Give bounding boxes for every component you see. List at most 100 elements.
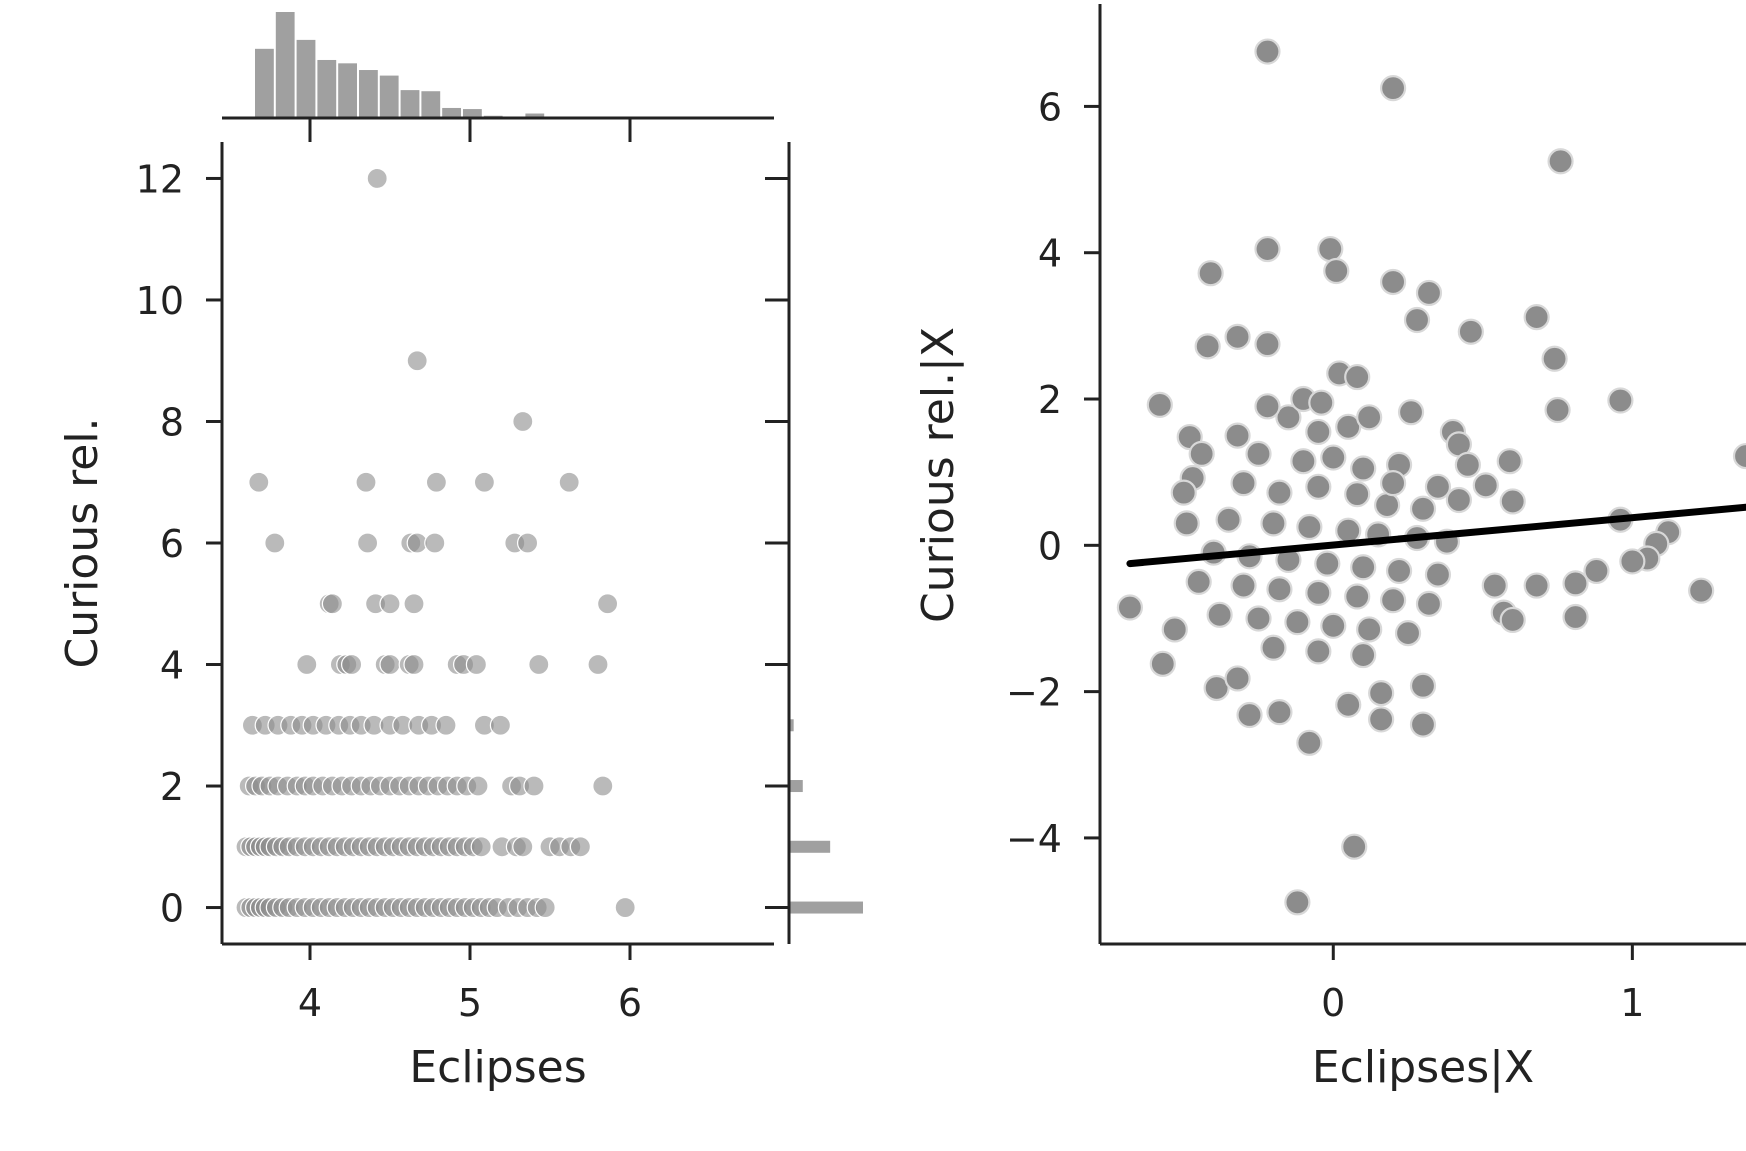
right-scatter-point — [1397, 399, 1425, 426]
right-y-tick-label: 4 — [1038, 232, 1062, 276]
right-scatter-point — [1445, 486, 1472, 514]
left-y-tick-label: 2 — [160, 765, 184, 809]
left-y-tick-label: 0 — [160, 887, 184, 931]
right-scatter-point — [1116, 594, 1144, 621]
left-scatter-point — [489, 714, 511, 736]
left-scatter-point — [512, 836, 534, 858]
right-scatter-point — [1254, 235, 1281, 263]
right-scatter-point — [1146, 391, 1173, 418]
right-scatter-point — [1541, 345, 1568, 372]
left-y-tick-label: 8 — [160, 400, 184, 444]
right-x-tick-label: 0 — [1321, 981, 1345, 1025]
marginal-x-bar — [338, 63, 357, 118]
left-x-tick-label: 6 — [618, 981, 642, 1025]
right-scatter-point — [1496, 448, 1523, 475]
right-scatter-point — [1409, 495, 1437, 522]
right-scatter-point — [1472, 472, 1499, 499]
right-scatter-point — [1245, 440, 1272, 467]
right-scatter-point — [1379, 75, 1407, 102]
left-scatter-point — [534, 896, 556, 919]
left-scatter-point — [512, 410, 534, 433]
marginal-x-bar — [275, 12, 295, 118]
right-scatter-point — [1236, 701, 1263, 729]
left-scatter-point — [424, 532, 446, 554]
left-scatter-point — [587, 653, 609, 676]
marginal-x-bar — [255, 48, 274, 118]
right-scatter-point — [1305, 579, 1332, 606]
marginal-x-bar — [379, 75, 399, 118]
marginal-y-bar — [790, 719, 794, 732]
marginal-x-histogram — [255, 12, 545, 118]
regression-line — [1126, 503, 1746, 568]
right-scatter-point — [1296, 729, 1323, 756]
left-y-tick-label: 6 — [160, 522, 184, 566]
right-scatter-point — [1481, 572, 1508, 599]
right-scatter-point — [1173, 510, 1200, 537]
right-scatter-point — [1732, 442, 1746, 470]
marginal-y-bar — [790, 840, 831, 853]
marginal-y-bar — [790, 901, 863, 914]
right-scatter-point — [1454, 451, 1481, 478]
right-scatter-point — [1409, 672, 1437, 699]
right-scatter-point — [1260, 634, 1287, 661]
right-scatter-point — [1266, 576, 1293, 603]
right-scatter-point — [1619, 548, 1646, 575]
right-scatter-point — [1562, 603, 1589, 631]
right-scatter-point — [1197, 260, 1224, 287]
right-scatter-point — [1284, 889, 1311, 916]
right-scatter-point — [1688, 577, 1715, 604]
right-scatter-point — [1320, 612, 1347, 639]
right-y-tick-label: −4 — [1006, 817, 1062, 861]
partial-regression-plot-right: 0 1 −4 −2 0 2 4 6 Eclipses|X Curious rel.|X — [913, 4, 1746, 1093]
left-scatter-point — [473, 471, 495, 493]
right-scatter-point — [1314, 550, 1341, 577]
right-scatter-point — [1607, 387, 1634, 414]
right-scatter-point — [1245, 605, 1272, 632]
right-scatter-point — [1260, 510, 1287, 537]
right-scatter-point — [1499, 606, 1526, 634]
marginal-x-bar — [525, 113, 545, 118]
right-scatter-point — [1320, 444, 1347, 471]
right-scatter-point — [1424, 561, 1452, 588]
left-scatter-point — [558, 471, 580, 493]
right-scatter-point — [1161, 616, 1188, 643]
right-scatter-point — [1317, 235, 1344, 263]
left-scatter-point — [467, 775, 489, 797]
right-scatter-point — [1544, 396, 1571, 424]
marginal-y-histogram — [790, 719, 863, 914]
right-scatter-point — [1415, 279, 1443, 307]
right-scatter-point — [1335, 691, 1362, 718]
joint-plot-left: 4 5 6 0 2 4 6 8 10 12 Eclipses Curious rel. — [57, 12, 863, 1093]
right-scatter-point — [1562, 570, 1589, 597]
right-scatter-point — [1323, 257, 1350, 285]
right-scatter-point — [1344, 583, 1371, 610]
right-x-axis-label: Eclipses|X — [1312, 1042, 1534, 1093]
left-x-tick-label: 5 — [458, 981, 482, 1025]
left-scatter-point — [569, 836, 592, 858]
right-scatter-point — [1296, 513, 1323, 541]
left-scatter-point — [357, 532, 379, 554]
right-scatter-point — [1368, 679, 1395, 707]
marginal-x-bar — [463, 109, 482, 118]
right-scatter-point — [1350, 455, 1377, 482]
left-scatter-point — [264, 532, 286, 554]
left-ticks: 4 5 6 0 2 4 6 8 10 12 — [136, 118, 789, 1025]
left-scatter-point — [379, 653, 401, 676]
left-scatter-point — [516, 532, 539, 554]
right-scatter-points — [1116, 38, 1746, 916]
right-scatter-point — [1230, 470, 1257, 497]
right-scatter-point — [1266, 699, 1293, 726]
left-x-axis-label: Eclipses — [409, 1042, 586, 1093]
right-scatter-point — [1305, 418, 1332, 446]
left-scatter-point — [366, 167, 388, 190]
right-scatter-point — [1188, 440, 1215, 467]
right-scatter-point — [1230, 572, 1257, 599]
right-scatter-point — [1350, 554, 1377, 581]
right-scatter-point — [1385, 557, 1413, 585]
right-scatter-point — [1341, 833, 1368, 860]
left-scatter-point — [403, 653, 425, 676]
left-scatter-point — [596, 593, 619, 615]
left-scatter-point — [425, 471, 447, 493]
left-scatter-point — [341, 653, 363, 676]
